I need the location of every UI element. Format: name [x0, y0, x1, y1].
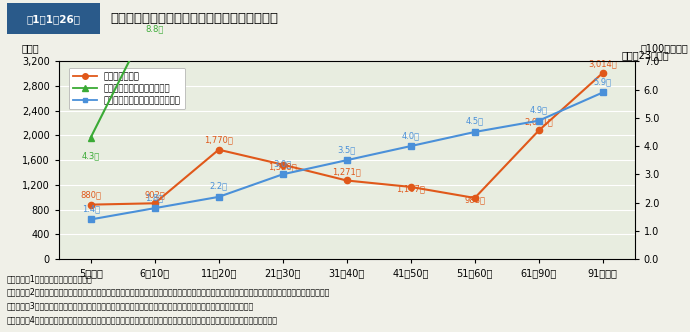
Text: 880件: 880件 — [80, 191, 101, 200]
Text: 1,528件: 1,528件 — [268, 162, 297, 171]
Text: 4.3㎡: 4.3㎡ — [81, 152, 100, 161]
Text: 4.0台: 4.0台 — [402, 131, 420, 140]
Text: 902件: 902件 — [144, 190, 165, 199]
Text: 第1－1－26図: 第1－1－26図 — [26, 14, 81, 24]
Text: 1.8台: 1.8台 — [146, 193, 164, 202]
Text: 1.4台: 1.4台 — [81, 204, 100, 213]
Text: 建物火災の鎮火所要時間別１件当たり焼損状況: 建物火災の鎮火所要時間別１件当たり焼損状況 — [110, 12, 278, 25]
Text: 3.5台: 3.5台 — [337, 145, 356, 154]
Text: 3.0台: 3.0台 — [273, 159, 292, 168]
FancyBboxPatch shape — [7, 3, 100, 35]
Text: 1,770件: 1,770件 — [204, 136, 233, 145]
Text: 4.5台: 4.5台 — [466, 117, 484, 126]
Text: 3,014件: 3,014件 — [589, 59, 617, 69]
Text: （備考）　1　「火災報告」により作成: （備考） 1 「火災報告」により作成 — [7, 274, 92, 283]
Text: （件）: （件） — [21, 43, 39, 53]
Text: 4.9台: 4.9台 — [530, 106, 548, 115]
Text: 2.2台: 2.2台 — [210, 182, 228, 191]
Text: 2　「鎮火所要時間」とは、消防機関が火災を覚知してから、現場の最高指揮者が再燃のおそれがないと決定するまでに要した時間をいう。: 2 「鎮火所要時間」とは、消防機関が火災を覚知してから、現場の最高指揮者が再燃の… — [7, 288, 331, 297]
Text: 1,167件: 1,167件 — [396, 184, 425, 193]
Text: 4　「火災件数」については左軸を、「１件当たり損害床面積」、「１件当たりポンプ台数」については右軸を参照: 4 「火災件数」については左軸を、「１件当たり損害床面積」、「１件当たりポンプ台… — [7, 316, 278, 325]
Text: 8.8㎡: 8.8㎡ — [146, 25, 164, 34]
Text: 2,081件: 2,081件 — [524, 117, 553, 126]
Text: （100㎡：台）: （100㎡：台） — [640, 43, 689, 53]
Text: （平成23年中）: （平成23年中） — [622, 50, 669, 60]
Text: 1,271件: 1,271件 — [333, 168, 361, 177]
Legend: 火災件数（件）, １件当たり焼損床面積（㎡）, １件当たり出場ポンプ台数（台）: 火災件数（件）, １件当たり焼損床面積（㎡）, １件当たり出場ポンプ台数（台） — [69, 68, 185, 109]
Text: 3　「１件当たり焼損床面積」及び「１件当たり出動ポンプ台数」は鎮火所要時間により整理している。: 3 「１件当たり焼損床面積」及び「１件当たり出動ポンプ台数」は鎮火所要時間により… — [7, 302, 254, 311]
Text: 988件: 988件 — [464, 195, 485, 204]
Text: 5.9台: 5.9台 — [593, 77, 612, 86]
